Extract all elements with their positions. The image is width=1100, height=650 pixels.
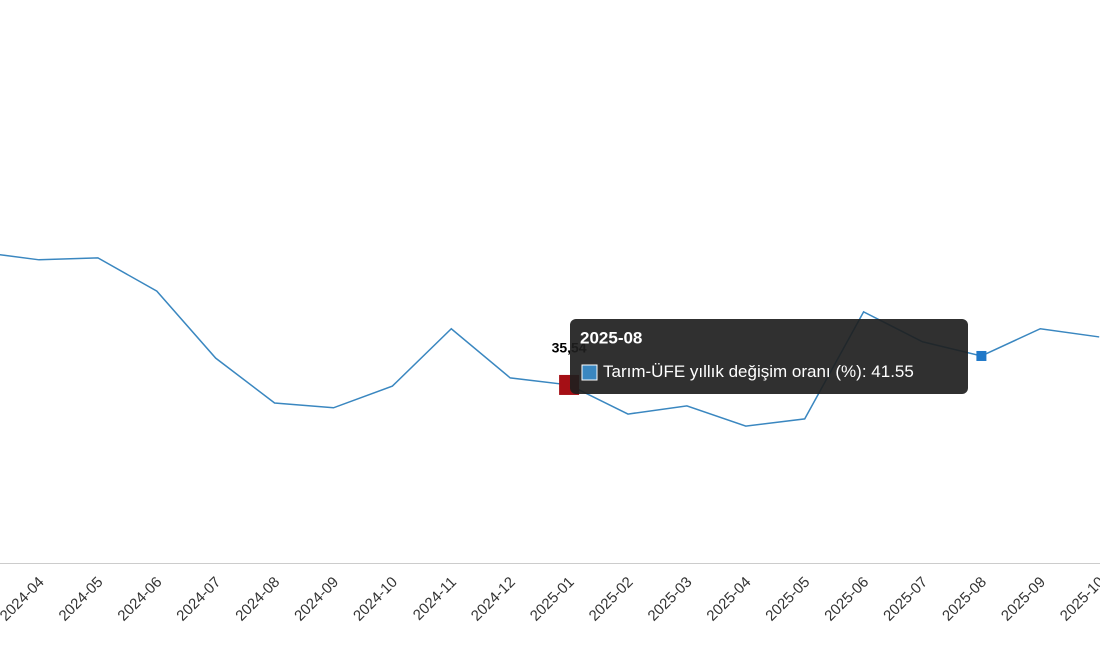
tooltip-value: 41.55 <box>871 362 914 381</box>
x-tick-label: 2025-01 <box>527 574 578 625</box>
x-tick-label: 2024-10 <box>350 574 401 625</box>
x-tick-label: 2025-07 <box>880 574 931 625</box>
tooltip-box <box>570 319 968 394</box>
x-tick-label: 2025-05 <box>762 574 813 625</box>
x-tick-label: 2025-04 <box>703 574 754 625</box>
x-tick-label: 2025-10 <box>1057 574 1100 625</box>
tooltip-text: Tarım-ÜFE yıllık değişim oranı (%): 41.5… <box>603 362 914 381</box>
tooltip-label: Tarım-ÜFE yıllık değişim oranı (%): <box>603 362 867 381</box>
x-tick-label: 2025-08 <box>939 574 990 625</box>
x-tick-label: 2025-06 <box>821 574 872 625</box>
x-tick-label: 2024-11 <box>410 574 460 624</box>
tooltip: 2025-08 Tarım-ÜFE yıllık değişim oranı (%… <box>570 319 968 394</box>
tooltip-swatch <box>581 364 598 381</box>
x-tick-label: 2024-09 <box>291 574 342 625</box>
x-tick-label: 2024-08 <box>232 574 283 625</box>
highlight-marker <box>976 350 987 361</box>
x-tick-label: 2024-07 <box>173 574 224 625</box>
x-tick-label: 2025-09 <box>998 574 1049 625</box>
x-tick-label: 2025-03 <box>645 574 696 625</box>
x-tick-label: 2025-02 <box>586 574 637 625</box>
x-tick-label: 2024-04 <box>0 574 48 625</box>
tooltip-title: 2025-08 <box>580 328 642 347</box>
x-tick-label: 2024-12 <box>468 574 519 625</box>
x-tick-label: 2024-06 <box>114 574 165 625</box>
x-tick-label: 2024-05 <box>56 574 107 625</box>
